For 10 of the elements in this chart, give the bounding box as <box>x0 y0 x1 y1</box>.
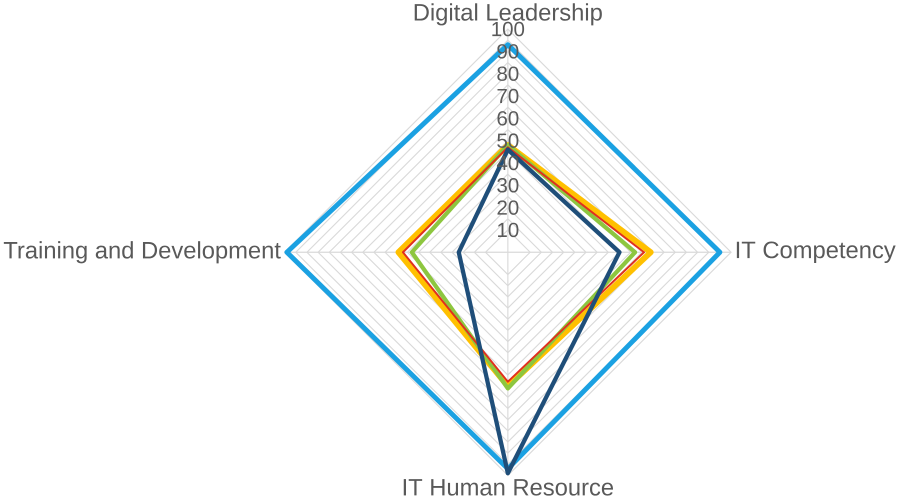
spoke-label: IT Competency <box>736 242 896 264</box>
y-tick-label: 80 <box>497 66 518 81</box>
y-tick-label: 20 <box>497 200 518 215</box>
y-tick-label: 50 <box>497 133 518 148</box>
y-tick-label: 60 <box>497 111 518 126</box>
spoke-label: IT Human Resource <box>404 479 614 496</box>
y-tick-label: 10 <box>498 222 518 238</box>
y-tick-label: 70 <box>498 88 518 104</box>
spoke-label: Training and Development <box>4 241 281 264</box>
y-tick-label: 30 <box>497 178 518 193</box>
